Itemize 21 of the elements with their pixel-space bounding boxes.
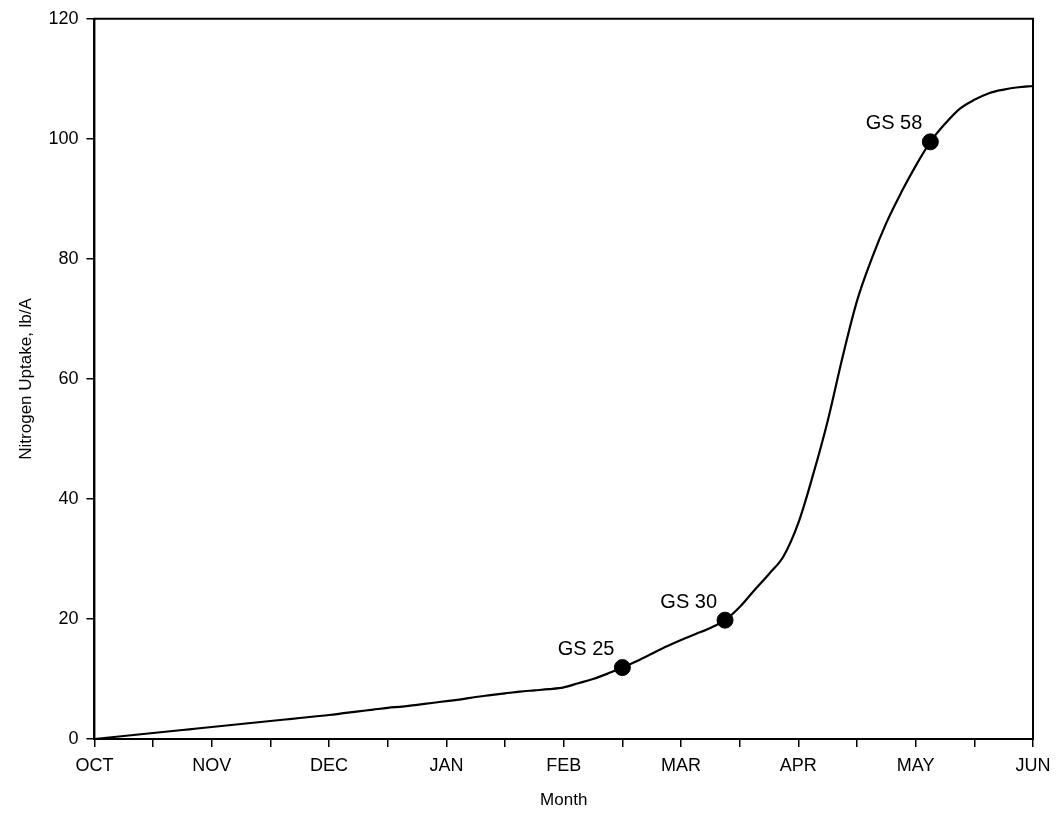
annotation: GS 25 [557, 637, 615, 660]
x-axis-title: Month [540, 790, 588, 810]
y-tick-label: 20 [58, 607, 79, 628]
annotation: GS 30 [660, 589, 718, 612]
x-tick-label: MAY [896, 754, 935, 775]
y-tick-label: 120 [48, 7, 79, 28]
x-tick-label: JAN [429, 754, 464, 775]
y-tick-label: 40 [58, 487, 79, 508]
annotation: GS 58 [865, 111, 923, 134]
y-tick-label: 60 [58, 367, 79, 388]
y-tick-label: 80 [58, 247, 79, 268]
x-tick-label: FEB [546, 754, 582, 775]
x-tick-label: DEC [310, 754, 349, 775]
x-tick-label: APR [779, 754, 817, 775]
x-tick-label: OCT [75, 754, 114, 775]
y-tick-label: 0 [68, 727, 79, 748]
y-tick-label: 100 [48, 127, 79, 148]
y-axis-title: Nitrogen Uptake, lb/A [15, 297, 35, 460]
x-tick-label: NOV [192, 754, 232, 775]
x-tick-label: JUN [1015, 754, 1051, 775]
x-tick-label: MAR [661, 754, 702, 775]
